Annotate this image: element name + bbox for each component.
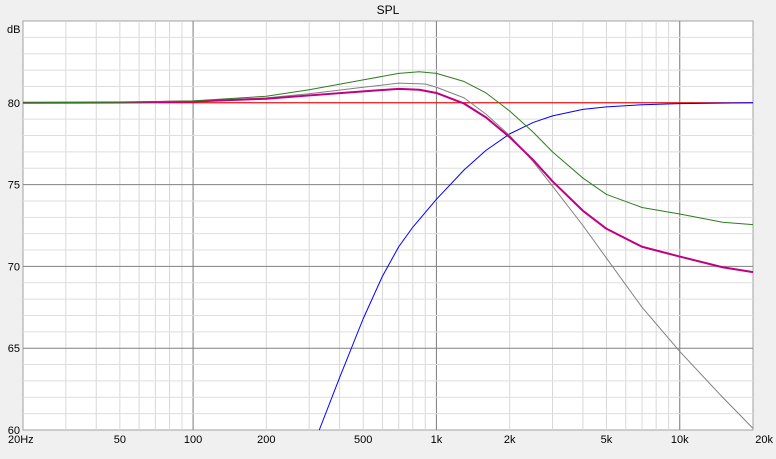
x-tick-label: 2k [504, 434, 516, 446]
chart-title: SPL [377, 3, 400, 17]
x-tick-label: 20k [755, 434, 773, 446]
y-tick-label: 65 [8, 343, 20, 355]
tick-labels: 20Hz 50 100 200 500 1k 2k 5k 10k 20k 60 65 70 75 80 [8, 98, 774, 446]
x-tick-label: 1k [431, 434, 443, 446]
y-tick-label: 60 [8, 425, 20, 437]
series-line [318, 102, 754, 431]
y-tick-label: 75 [8, 180, 20, 192]
x-tick-label: 5k [601, 434, 613, 446]
x-tick-label: 100 [184, 434, 202, 446]
y-tick-label: 80 [8, 98, 20, 110]
series-lines [22, 71, 754, 431]
plot-area [22, 20, 754, 431]
y-axis-label: dB [7, 24, 20, 36]
x-tick-label: 10k [671, 434, 689, 446]
x-tick-label: 20Hz [8, 434, 34, 446]
x-tick-label: 200 [257, 434, 275, 446]
grid-lines [23, 21, 753, 430]
series-line [22, 71, 754, 226]
x-tick-label: 500 [354, 434, 372, 446]
x-tick-label: 50 [114, 434, 126, 446]
series-line [22, 87, 754, 274]
y-tick-label: 70 [8, 261, 20, 273]
